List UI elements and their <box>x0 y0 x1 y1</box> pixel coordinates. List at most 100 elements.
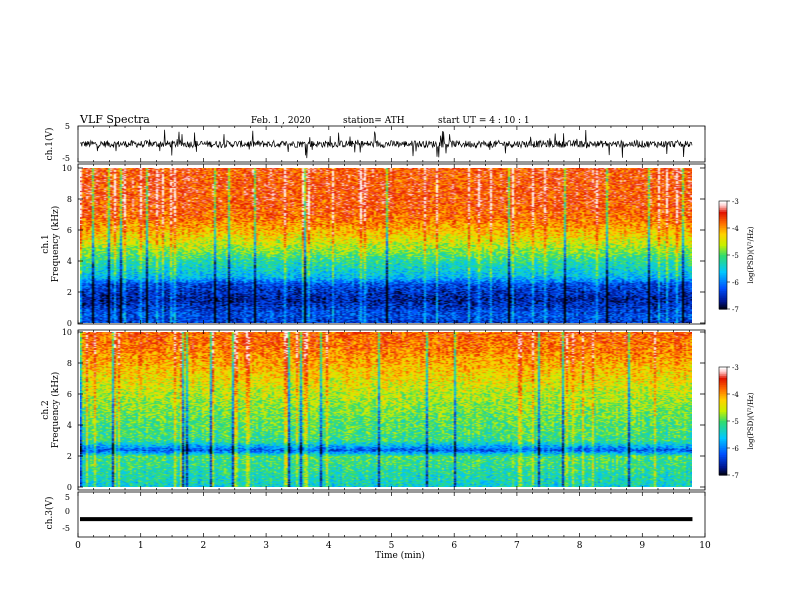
ch1-colorbar-segment <box>719 233 727 236</box>
ch1-spec-ytick-label: 10 <box>62 164 72 173</box>
ch2-colorbar-segment <box>719 377 727 381</box>
ch1-colorbar-segment <box>719 231 727 234</box>
ch1-colorbar-segment <box>719 292 727 296</box>
ch1-colorbar-segment <box>719 300 727 303</box>
ch1-colorbar-label: log(PSD)(V²/Hz) <box>747 226 755 283</box>
ch2-colorbar-segment <box>719 394 727 397</box>
ch2-colorbar-segment <box>719 370 727 373</box>
ch1-colorbar-tick-label: -4 <box>732 225 739 233</box>
ch1-colorbar-segment <box>719 249 727 252</box>
ch1-colorbar-segment <box>719 285 727 288</box>
ch2-colorbar-segment <box>719 433 727 436</box>
ch2-colorbar-segment <box>719 410 727 413</box>
ch1-colorbar-tick-label: -6 <box>732 279 739 287</box>
ch1-colorbar-segment <box>719 260 727 263</box>
ch2-colorbar-segment <box>719 466 727 469</box>
ch2-colorbar-segment <box>719 426 727 429</box>
ch1-spectrogram-panel: 0 2 4 6 8 10 ch.1 Frequency (kHz) <box>41 163 706 328</box>
ch1-colorbar-tick-label: -3 <box>732 198 739 206</box>
ch1-colorbar-segment <box>719 240 727 243</box>
ch2-colorbar-segment <box>719 412 727 415</box>
ch2-spec-ylabel: Frequency (kHz) <box>50 372 61 449</box>
ch2-colorbar-segment <box>719 390 727 393</box>
ch1-colorbar-segment <box>719 251 727 254</box>
ch1-spec-ylabel-top: ch.1 <box>41 234 51 253</box>
ch2-colorbar-tick-label: -3 <box>732 364 739 372</box>
x-axis-label: Time (min) <box>375 550 425 561</box>
ch2-colorbar-segment <box>719 440 727 444</box>
ch1-colorbar-segment <box>719 213 727 216</box>
ch1-colorbar-segment <box>719 287 727 290</box>
ch2-colorbar-segment <box>719 385 727 388</box>
ch2-colorbar: -3 -4 -5 -6 -7 log(PSD)(V²/Hz) <box>718 364 755 480</box>
x-tick-label: 1 <box>138 541 144 551</box>
ch1-spectrogram-image <box>80 168 692 323</box>
ch2-colorbar-tick-label: -7 <box>732 472 739 480</box>
ch1-colorbar-segment <box>719 265 727 269</box>
ch1-colorbar-tick-label: -5 <box>732 252 739 260</box>
ch2-colorbar-segment <box>719 422 727 426</box>
ch1-spec-ytick-label: 0 <box>67 319 72 328</box>
ch1-colorbar-segment <box>719 226 727 229</box>
x-tick-label: 9 <box>639 541 645 551</box>
ch2-colorbar-segment <box>719 435 727 438</box>
ch1-colorbar-segment <box>719 258 727 261</box>
ch2-colorbar-segment <box>719 428 727 431</box>
ch1-colorbar-segment <box>719 228 727 231</box>
ch2-spectrogram-image <box>80 332 692 487</box>
ch1-colorbar-segment <box>719 267 727 270</box>
ch3-ytick-mid: 0 <box>65 507 70 516</box>
ch2-colorbar-segment <box>719 444 727 447</box>
x-tick-label: 4 <box>326 541 332 551</box>
ch1-colorbar-segment <box>719 273 727 276</box>
ch2-colorbar-segment <box>719 404 727 408</box>
ch1-spec-ylabel: Frequency (kHz) <box>50 206 61 283</box>
ch2-colorbar-segment <box>719 374 727 377</box>
ch1-spec-ytick-label: 4 <box>67 257 72 266</box>
ch1-colorbar-segment <box>719 264 727 267</box>
ch1-spec-ytick-label: 2 <box>67 288 72 297</box>
ch1-colorbar-segment <box>719 289 727 292</box>
ch1-colorbar-segment <box>719 242 727 245</box>
ch1-colorbar-segment <box>719 202 727 206</box>
ch2-colorbar-segment <box>719 417 727 420</box>
ch1-colorbar-segment <box>719 255 727 258</box>
ch2-colorbar-tick-label: -6 <box>732 445 739 453</box>
ch2-colorbar-segment <box>719 469 727 472</box>
ch1-colorbar-segment <box>719 296 727 299</box>
ch2-colorbar-label: log(PSD)(V²/Hz) <box>747 392 755 449</box>
ch2-spec-ytick-label: 2 <box>67 452 72 461</box>
ch2-colorbar-segment <box>719 392 727 395</box>
ch2-colorbar-segment <box>719 419 727 422</box>
start-time-label: start UT = 4 : 10 : 1 <box>438 116 530 126</box>
ch2-spec-ytick-label: 10 <box>62 328 72 337</box>
ch2-colorbar-segment <box>719 372 727 375</box>
ch2-colorbar-segment <box>719 379 727 382</box>
ch2-colorbar-segment <box>719 455 727 458</box>
ch2-colorbar-segment <box>719 406 727 409</box>
ch1-colorbar-segment <box>719 276 727 279</box>
ch1-ytick-bottom: -5 <box>62 154 70 163</box>
ch1-colorbar-segment <box>719 210 727 213</box>
station-label: station= ATH <box>343 116 405 126</box>
ch2-colorbar-segment <box>719 473 727 476</box>
ch1-colorbar-segment <box>719 219 727 222</box>
ch2-colorbar-segment <box>719 424 727 427</box>
ch1-colorbar-segment <box>719 280 727 283</box>
ch1-colorbar-segment <box>719 269 727 272</box>
figure-title: VLF Spectra <box>79 113 150 126</box>
ch2-spec-ytick-label: 4 <box>67 421 72 430</box>
ch1-colorbar-segment <box>719 283 727 287</box>
ch2-colorbar-segment <box>719 397 727 400</box>
ch3-ytick-top: 5 <box>65 493 70 502</box>
ch1-colorbar-segment <box>719 215 727 218</box>
ch2-colorbar-segment <box>719 460 727 463</box>
ch2-colorbar-segment <box>719 446 727 449</box>
ch2-colorbar-segment <box>719 467 727 471</box>
x-tick-label: 5 <box>389 541 395 551</box>
ch1-colorbar-segment <box>719 206 727 209</box>
ch2-colorbar-segment <box>719 442 727 445</box>
ch1-colorbar-segment <box>719 253 727 256</box>
ch1-colorbar-segment <box>719 204 727 207</box>
ch2-colorbar-segment <box>719 451 727 454</box>
